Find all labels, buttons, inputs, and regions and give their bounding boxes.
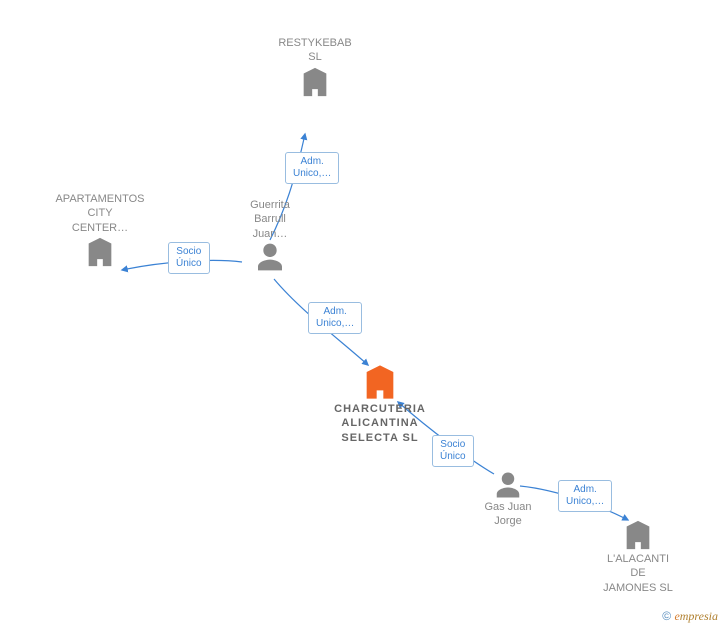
node-aptos-label: APARTAMENTOS CITY CENTER… (45, 192, 155, 235)
edge-label-guerrita-aptos[interactable]: Socio Único (168, 242, 210, 274)
node-charc[interactable]: CHARCUTERIA ALICANTINA SELECTA SL (310, 362, 450, 445)
edge-label-guerrita-charc[interactable]: Adm. Unico,… (308, 302, 362, 334)
node-resty[interactable]: RESTYKEBAB SL (270, 36, 360, 99)
building-icon (360, 362, 400, 402)
edge-label-gasjuan-alacanti[interactable]: Adm. Unico,… (558, 480, 612, 512)
node-guerrita-label: Guerrita Barrull Juan… (225, 198, 315, 241)
person-icon (493, 470, 523, 500)
person-icon (254, 241, 286, 273)
node-guerrita[interactable]: Guerrita Barrull Juan… (225, 198, 315, 273)
copyright-symbol: © (662, 609, 671, 623)
building-icon (83, 235, 117, 269)
node-alacanti-label: L'ALACANTI DE JAMONES SL (588, 552, 688, 595)
node-gasjuan[interactable]: Gas Juan Jorge (468, 470, 548, 529)
footer-attribution: © empresia (662, 609, 718, 624)
node-gasjuan-label: Gas Juan Jorge (468, 500, 548, 529)
node-alacanti[interactable]: L'ALACANTI DE JAMONES SL (588, 518, 688, 595)
node-aptos[interactable]: APARTAMENTOS CITY CENTER… (45, 192, 155, 269)
node-resty-label: RESTYKEBAB SL (270, 36, 360, 65)
building-icon (621, 518, 655, 552)
brand-name: empresia (674, 609, 718, 623)
edge-label-guerrita-resty[interactable]: Adm. Unico,… (285, 152, 339, 184)
building-icon (298, 65, 332, 99)
node-charc-label: CHARCUTERIA ALICANTINA SELECTA SL (310, 402, 450, 445)
